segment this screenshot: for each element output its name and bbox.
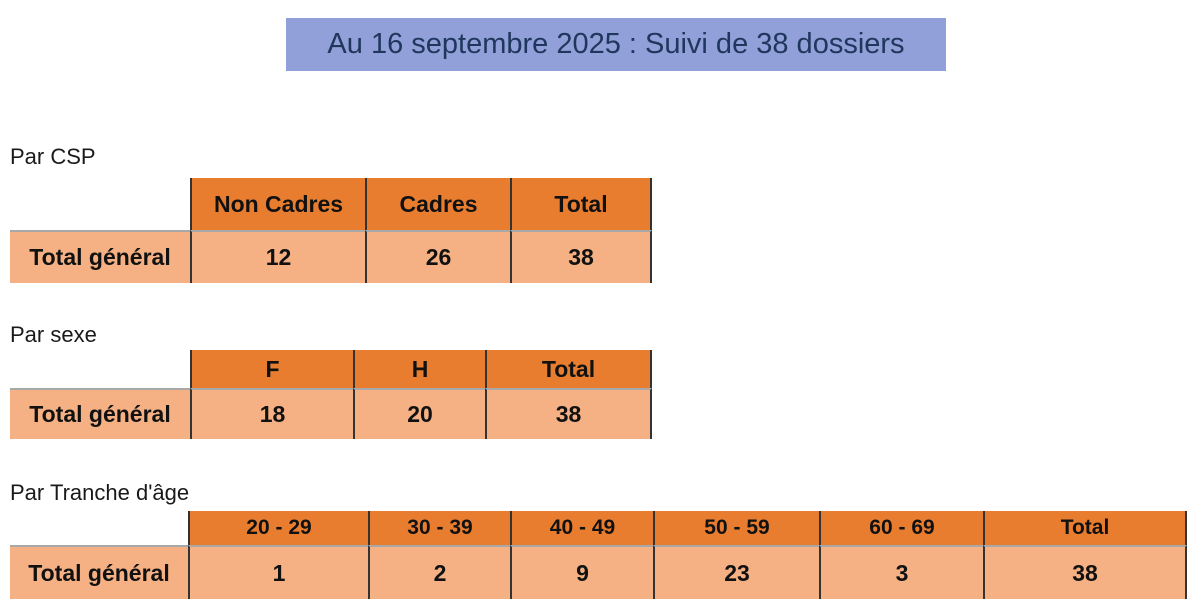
column-header: Total — [485, 350, 652, 388]
value-cell: 26 — [365, 230, 510, 283]
table-sexe: F H Total Total général 18 20 38 — [10, 350, 652, 439]
column-header: Total — [983, 511, 1187, 545]
table-corner-spacer — [10, 350, 190, 388]
value-cell: 9 — [510, 545, 653, 599]
table-csp: Non Cadres Cadres Total Total général 12… — [10, 178, 652, 283]
value-cell: 38 — [983, 545, 1187, 599]
column-header: H — [353, 350, 485, 388]
table-tranche-age: 20 - 29 30 - 39 40 - 49 50 - 59 60 - 69 … — [10, 511, 1187, 599]
column-header: Cadres — [365, 178, 510, 230]
value-cell: 1 — [188, 545, 368, 599]
value-cell: 18 — [190, 388, 353, 439]
column-header: Total — [510, 178, 652, 230]
column-header: 30 - 39 — [368, 511, 510, 545]
value-cell: 23 — [653, 545, 819, 599]
row-label: Total général — [10, 230, 190, 283]
section-label-csp: Par CSP — [10, 144, 96, 169]
table-corner-spacer — [10, 178, 190, 230]
value-cell: 12 — [190, 230, 365, 283]
column-header: 50 - 59 — [653, 511, 819, 545]
row-label: Total général — [10, 545, 188, 599]
value-cell: 38 — [485, 388, 652, 439]
column-header: Non Cadres — [190, 178, 365, 230]
value-cell: 3 — [819, 545, 983, 599]
table-corner-spacer — [10, 511, 188, 545]
row-label: Total général — [10, 388, 190, 439]
column-header: F — [190, 350, 353, 388]
value-cell: 20 — [353, 388, 485, 439]
section-label-tranche-age: Par Tranche d'âge — [10, 480, 190, 505]
title-banner: Au 16 septembre 2025 : Suivi de 38 dossi… — [286, 18, 946, 71]
value-cell: 38 — [510, 230, 652, 283]
value-cell: 2 — [368, 545, 510, 599]
section-label-sexe: Par sexe — [10, 322, 97, 347]
column-header: 60 - 69 — [819, 511, 983, 545]
column-header: 20 - 29 — [188, 511, 368, 545]
column-header: 40 - 49 — [510, 511, 653, 545]
